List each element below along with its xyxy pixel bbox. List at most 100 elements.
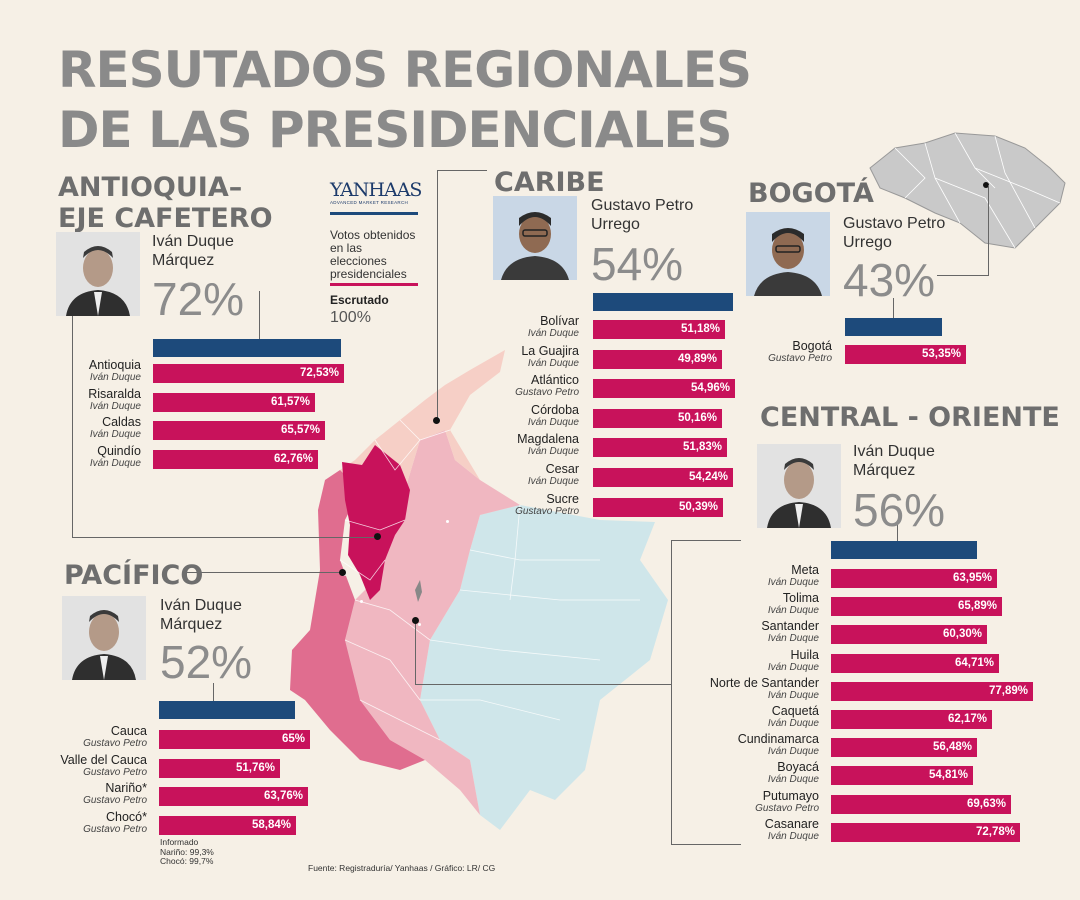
legend-scrutiny-value: 100% <box>330 309 371 326</box>
dept-name: Nariño* <box>105 781 147 796</box>
region-title-antioquia: ANTIOQUIA– EJE CAFETERO <box>58 172 273 234</box>
logo-text: YANHAAS <box>330 179 422 201</box>
dept-winner: Iván Duque <box>89 372 141 383</box>
dept-name: Cauca <box>110 724 147 738</box>
leader-line <box>937 275 989 276</box>
footnote: Informado Nariño: 99,3% Chocó: 99,7% <box>160 837 214 866</box>
bar-central: 77,89% <box>831 681 1033 701</box>
leader-line <box>671 540 672 845</box>
dept-label-central: Putumayo Gustavo Petro <box>755 788 819 814</box>
bar-antioquia: 65,57% <box>153 421 325 440</box>
candidate-name-bogota: Gustavo Petro Urrego <box>843 215 946 251</box>
dept-name: Bolívar <box>540 314 579 328</box>
dept-label-central: Santander Iván Duque <box>761 620 819 645</box>
dept-winner: Gustavo Petro <box>83 738 147 749</box>
bar-pacifico: 63,76% <box>159 787 308 807</box>
bar-caribe: 54,24% <box>593 468 733 487</box>
dept-winner: Gustavo Petro <box>768 353 832 364</box>
leader-line <box>213 683 214 701</box>
dept-winner: Iván Duque <box>527 446 579 458</box>
dept-winner: Iván Duque <box>527 328 579 339</box>
map-region-antioquia <box>342 445 410 600</box>
bar-central: 62,17% <box>831 710 992 729</box>
bar-bogota: 53,35% <box>845 345 966 364</box>
leader-line <box>72 537 378 538</box>
leader-line <box>988 185 989 276</box>
leader-line <box>72 252 73 538</box>
leader-dot <box>339 569 346 576</box>
legend-scrutiny-label: Escrutado <box>330 293 389 307</box>
bar-central: 60,30% <box>831 625 987 645</box>
dept-name: Cundinamarca <box>737 732 819 747</box>
dept-label-central: Meta Iván Duque <box>768 564 819 589</box>
dept-label-caribe: La Guajira Iván Duque <box>521 344 579 369</box>
dept-name: Valle del Cauca <box>60 752 147 767</box>
region-pct-central: 56% <box>853 484 946 536</box>
dept-winner: Iván Duque <box>767 718 819 729</box>
summary-bar-caribe <box>593 293 733 311</box>
leader-dot <box>412 617 419 624</box>
leader-dot <box>433 417 440 424</box>
bar-central: 69,63% <box>831 794 1011 814</box>
dept-label-central: Cundinamarca Iván Duque <box>737 732 819 758</box>
region-pct-caribe: 54% <box>591 238 684 290</box>
dept-winner: Iván Duque <box>767 661 819 673</box>
leader-line <box>259 291 260 341</box>
bogota-map <box>869 132 1066 249</box>
dept-winner: Iván Duque <box>527 416 579 428</box>
map-marker <box>446 520 449 523</box>
dept-name: Quindío <box>97 443 141 458</box>
leader-line <box>415 684 671 685</box>
dept-label-caribe: Bolívar Iván Duque <box>527 314 579 340</box>
dept-name: Risaralda <box>88 386 141 401</box>
dept-winner: Iván Duque <box>767 605 819 617</box>
logo-subtext: ADVANCED MARKET RESEARCH <box>330 200 409 205</box>
dept-name: Putumayo <box>762 788 819 803</box>
dept-name: Magdalena <box>517 432 579 447</box>
dept-label-antioquia: Caldas Iván Duque <box>90 416 141 441</box>
bar-antioquia: 61,57% <box>153 392 315 412</box>
bar-central: 65,89% <box>831 597 1002 617</box>
legend-votes: Votos obtenidos en las elecciones presid… <box>330 228 416 281</box>
bar-caribe: 54,96% <box>593 379 735 399</box>
dept-label-central: Huila Iván Duque <box>767 647 820 673</box>
leader-line <box>893 298 894 320</box>
candidate-photo-duque <box>62 596 146 680</box>
map-department-borders <box>339 419 640 741</box>
dept-name: Sucre <box>546 491 579 506</box>
bogota-localities <box>894 132 1061 249</box>
candidate-photo-duque <box>757 444 841 528</box>
bar-antioquia: 62,76% <box>153 449 318 469</box>
dept-label-caribe: Cesar Iván Duque <box>528 463 579 488</box>
dept-name: Huila <box>790 647 820 662</box>
bar-pacifico: 65% <box>159 730 310 749</box>
dept-name: Boyacá <box>777 760 819 775</box>
dept-name: Córdoba <box>531 402 579 417</box>
bar-caribe: 50,39% <box>593 497 723 517</box>
bar-central: 64,71% <box>831 653 999 673</box>
dept-name: Casanare <box>764 816 819 831</box>
dept-name: Atlántico <box>531 373 579 388</box>
dept-label-caribe: Córdoba Iván Duque <box>527 402 579 428</box>
bar-pacifico: 58,84% <box>159 816 296 836</box>
leader-line <box>671 540 741 541</box>
dept-label-central: Boyacá Iván Duque <box>768 760 819 786</box>
dept-name: Tolima <box>782 591 819 606</box>
dept-name: Bogotá <box>792 339 832 353</box>
dept-winner: Iván Duque <box>767 746 819 758</box>
map-region-east <box>420 505 668 830</box>
region-pct-pacifico: 52% <box>160 636 253 688</box>
summary-bar-central <box>831 541 977 559</box>
dept-label-antioquia: Risaralda Iván Duque <box>88 386 141 412</box>
region-title-bogota: BOGOTÁ <box>748 178 874 209</box>
candidate-photo-petro <box>746 212 830 296</box>
dept-label-caribe: Sucre Gustavo Petro <box>515 491 579 517</box>
page-title: RESUTADOS REGIONALES DE LAS PRESIDENCIAL… <box>58 40 752 160</box>
dept-label-caribe: Magdalena Iván Duque <box>517 432 579 458</box>
dept-winner: Gustavo Petro <box>515 387 579 399</box>
legend-navy-swatch <box>330 212 418 215</box>
dept-winner: Gustavo Petro <box>515 505 579 517</box>
dept-label-bogota: Bogotá Gustavo Petro <box>768 339 832 365</box>
bar-central: 54,81% <box>831 766 973 786</box>
leader-line <box>437 170 487 171</box>
